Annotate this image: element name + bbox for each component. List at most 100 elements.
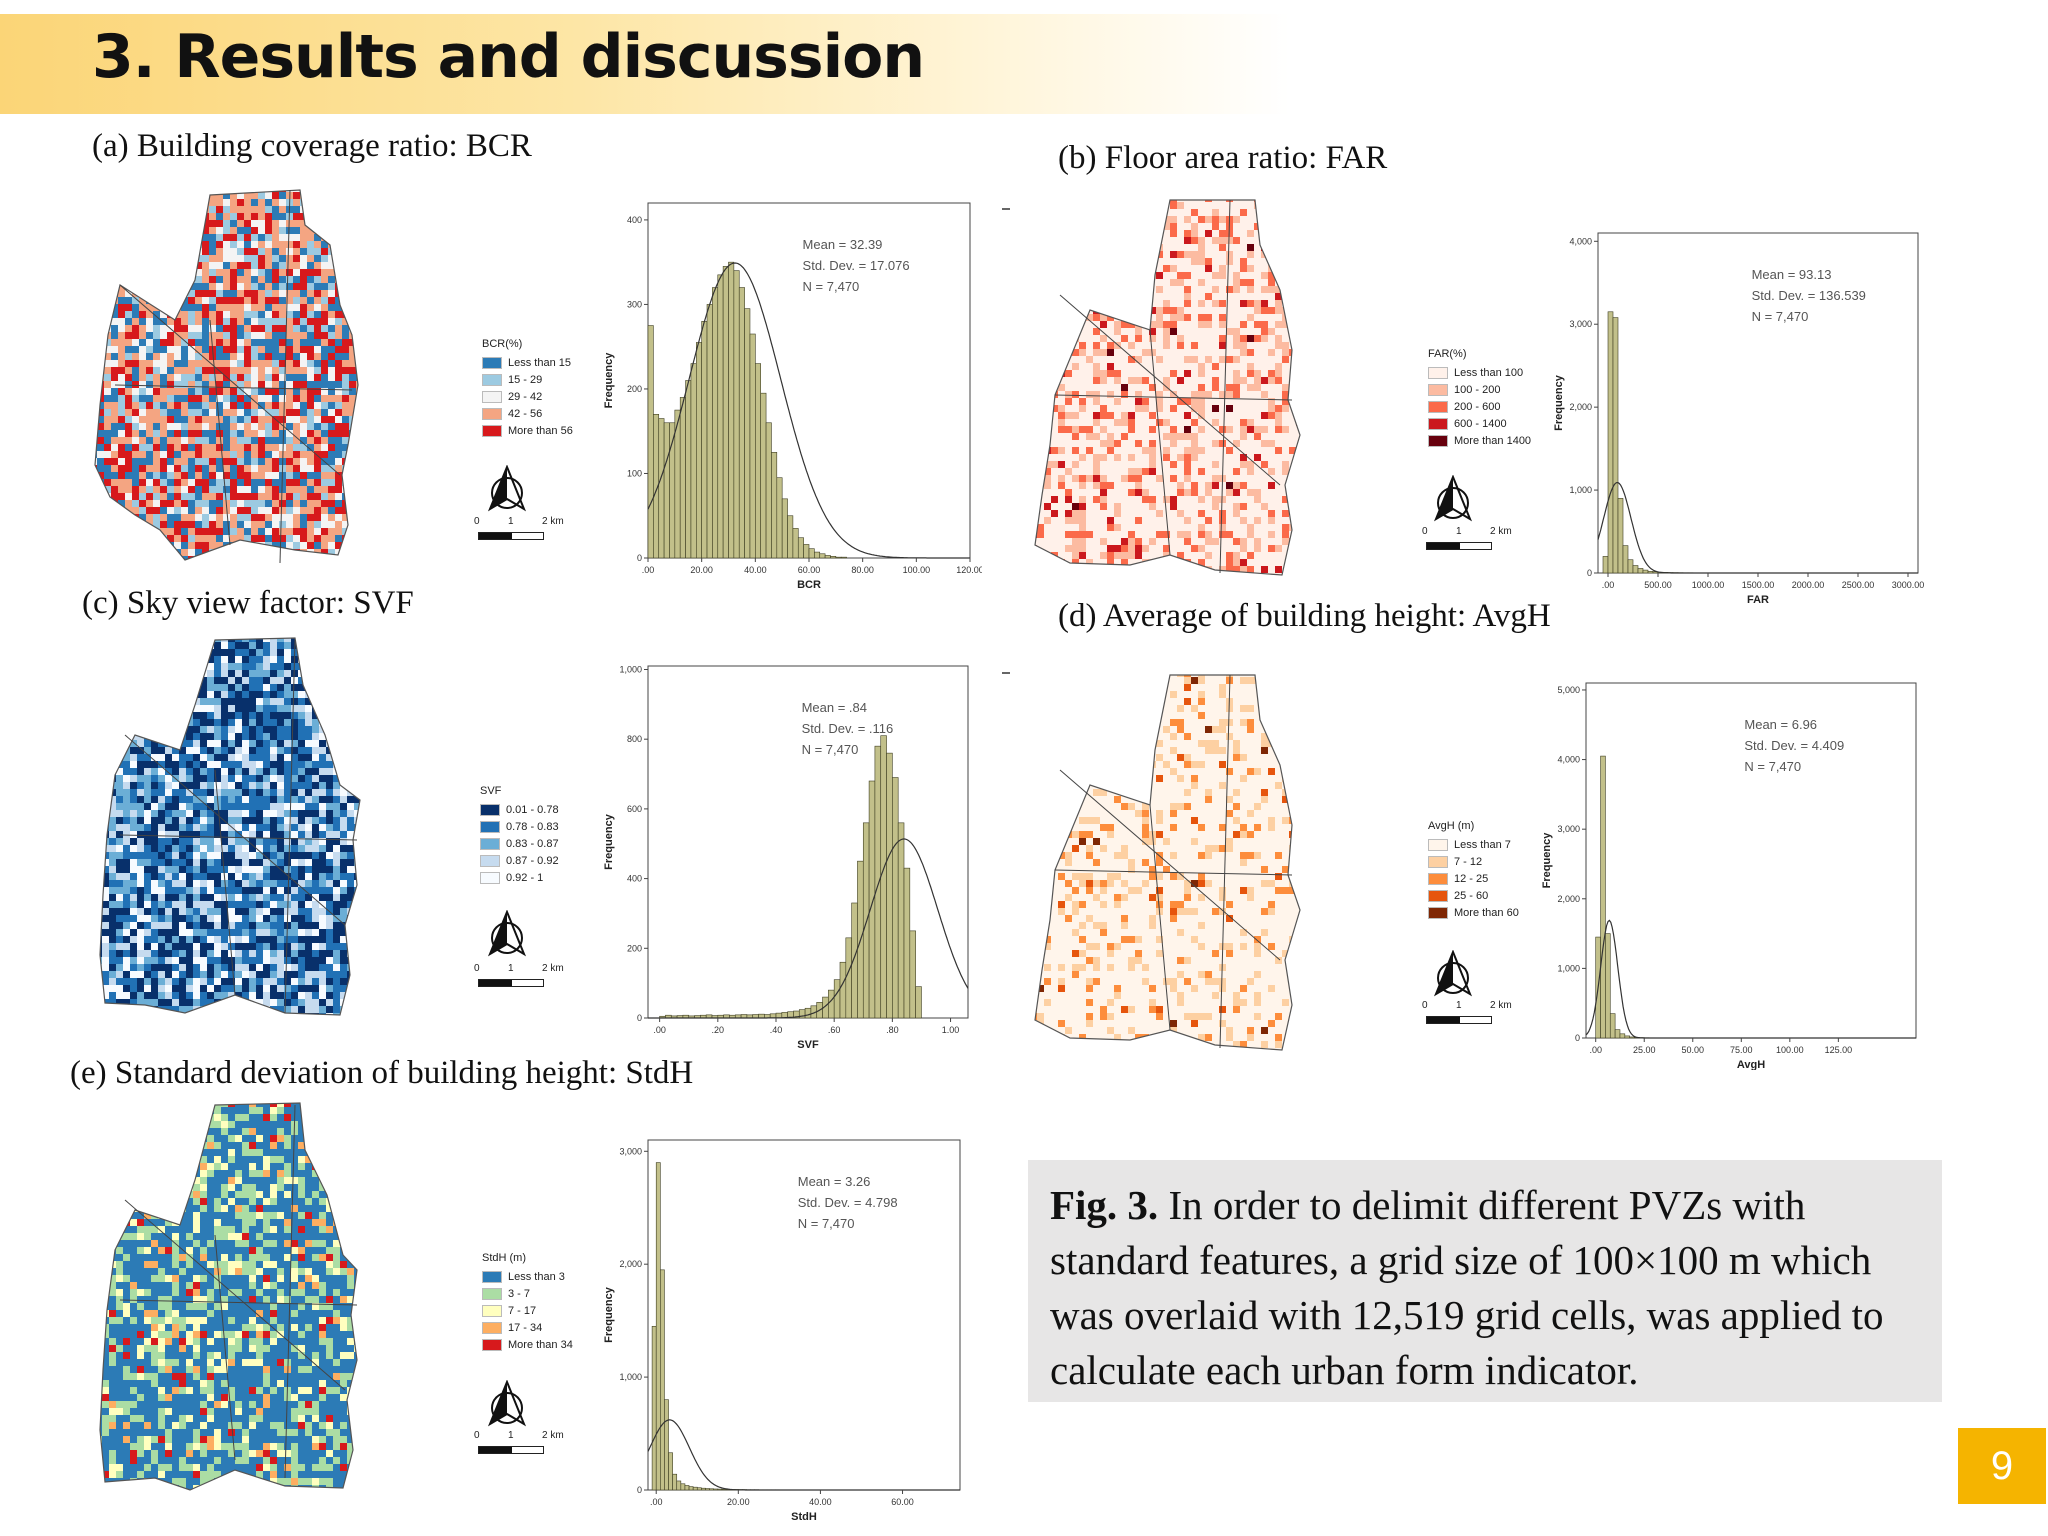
caption-text: In order to delimit different PVZs with … [1050,1182,1884,1393]
histogram-bar [1609,1013,1616,1039]
avgh-map [1034,674,1301,1051]
north-arrow-icon [487,1380,527,1427]
stat-label: N = 7,470 [1752,309,1809,324]
x-tick-label: .60 [828,1025,841,1035]
stat-label: Mean = 93.13 [1752,267,1832,282]
x-axis-label: SVF [797,1039,819,1050]
legend-item: Less than 3 [482,1268,573,1285]
scale-label: 1 [508,1430,514,1441]
y-tick-label: 200 [627,943,642,953]
legend-title: SVF [480,785,502,797]
histogram-bar [721,1488,727,1491]
x-tick-label: 60.00 [798,565,821,575]
legend-swatch [1428,417,1448,430]
x-tick-label: .20 [712,1025,725,1035]
plot-area [647,665,969,1019]
histogram-bar [701,321,708,559]
panel-label-e: (e) Standard deviation of building heigh… [70,1055,694,1091]
district-line [114,384,353,391]
histogram-bar [709,1488,714,1491]
legend-swatch [482,1321,502,1334]
bcr-histogram: .00 20.00 40.00 60.00 80.00 100.00 120.00 0 100 2… [603,202,982,590]
x-tick-label: 1000.00 [1692,580,1725,590]
scale-bar: 0 1 2 km [474,1430,584,1460]
x-tick-label: 500.00 [1644,580,1672,590]
legend-item: 7 - 17 [482,1302,573,1319]
legend-item: 0.92 - 1 [480,869,559,886]
legend-swatch [480,837,500,850]
legend-swatch [482,1287,502,1300]
histogram-bar [705,1488,710,1491]
legend-item: 0.83 - 0.87 [480,835,559,852]
histogram-bar [690,363,697,559]
y-tick-label: 3,000 [1569,319,1592,329]
district-line [284,639,296,1014]
legend-item: More than 60 [1428,904,1519,921]
histogram-bar [1602,556,1609,574]
x-tick-label: 100.00 [903,565,931,575]
y-axis-label: Frequency [1553,374,1565,431]
y-tick-label: 2,000 [1569,402,1592,412]
x-tick-label: .00 [653,1025,666,1035]
y-axis-label: Frequency [603,352,615,409]
x-tick-label: 1.00 [942,1025,960,1035]
histogram-bar [679,397,686,559]
legend-swatch [1428,872,1448,885]
x-tick-label: 60.00 [891,1497,914,1507]
histogram-bar [1622,545,1629,574]
normal-curve [1585,919,1916,1039]
histogram-bar [684,1485,690,1491]
histogram-bar [915,986,922,1019]
north-arrow-icon [1433,475,1473,522]
x-tick-label: .00 [642,565,655,575]
histogram-bar [797,537,804,559]
y-tick-label: 1,000 [1557,963,1580,973]
far-histogram: .00 500.00 1000.00 1500.00 2000.00 2500.00 300… [1553,232,1924,605]
histogram-bar [1627,559,1634,574]
histogram-bar [663,422,670,559]
y-tick-label: 3,000 [619,1146,642,1156]
histogram-bar [701,1487,706,1491]
y-tick-label: 1,000 [1569,485,1592,495]
scale-label: 2 km [1490,1000,1512,1011]
scale-label: 0 [474,1430,480,1441]
legend-label: 0.92 - 1 [506,871,544,884]
histogram-bar [1632,565,1639,574]
district-line [1059,769,1281,961]
page-number: 9 [1958,1428,2046,1504]
slide-title: 3. Results and discussion [92,22,925,92]
histogram-bar [771,452,778,559]
bcr-map [94,189,359,564]
histogram-bar [840,556,847,559]
district-line [1149,804,1171,1031]
caption-lead: Fig. 3. [1050,1182,1159,1228]
svf-map [99,637,361,1016]
scale-bar: 0 1 2 km [474,516,584,546]
legend-item: 200 - 600 [1428,398,1531,415]
map-boundary [1034,674,1301,1051]
histogram-bar [833,979,841,1019]
district-line [214,769,236,996]
stat-label: Std. Dev. = 136.539 [1752,288,1866,303]
x-tick-label: .40 [770,1025,783,1035]
histogram-bar [728,261,735,559]
scale-label: 2 km [542,1430,564,1441]
stdh-map [99,1102,358,1491]
stat-label: Mean = 3.26 [798,1174,871,1189]
legend-swatch [1428,855,1448,868]
legend-label: 0.87 - 0.92 [506,854,559,867]
legend-swatch [1428,434,1448,447]
district-line [209,319,231,546]
scale-label: 1 [1456,526,1462,537]
histogram-bar [903,867,911,1019]
histogram-bar [839,961,847,1019]
legend-label: 42 - 56 [508,407,543,420]
x-axis-label: StdH [791,1511,817,1522]
legend-label: More than 1400 [1454,434,1532,447]
stat-label: N = 7,470 [803,279,860,294]
legend-swatch [1428,400,1448,413]
map-boundary [99,1102,358,1491]
legend-item: 29 - 42 [482,388,573,405]
y-tick-label: 0 [637,1013,642,1023]
legend-title: FAR(%) [1428,348,1467,360]
